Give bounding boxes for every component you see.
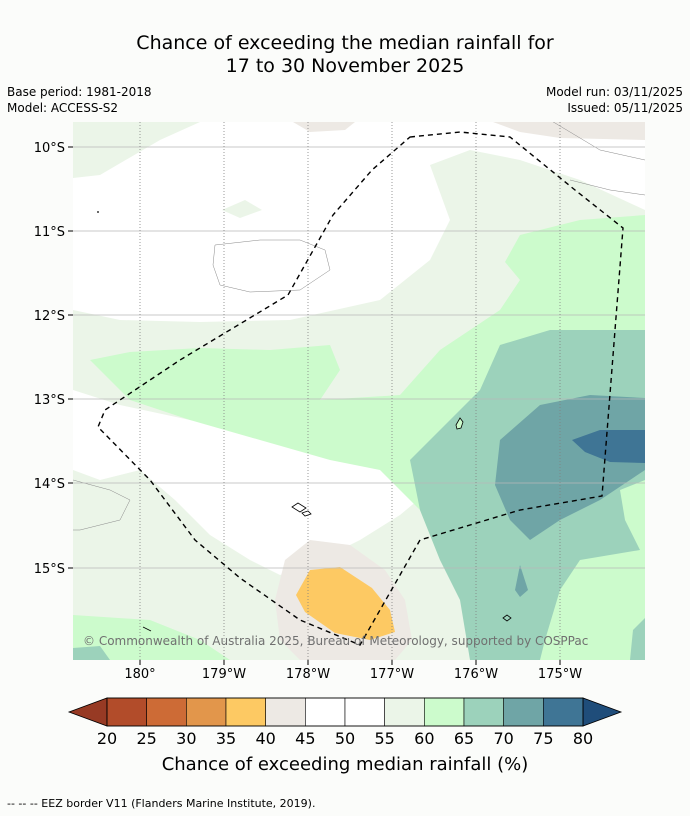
colorbar-cell: [543, 697, 584, 727]
colorbar-tick-label: 70: [493, 729, 513, 748]
contour-45-50-north: [293, 122, 355, 132]
colorbar-cell: [503, 697, 544, 727]
lon-label: 179°W: [202, 667, 246, 682]
map-title-line1: Chance of exceeding the median rainfall …: [136, 32, 554, 54]
island-north: [455, 417, 464, 430]
lat-label: 12°S: [34, 309, 65, 324]
contour-45-50-northeast: [493, 122, 645, 140]
lat-label: 14°S: [34, 477, 65, 492]
model-text: Model: ACCESS-S2: [7, 101, 119, 115]
colorbar-tick-label: 20: [97, 729, 117, 748]
axis-ticks: [68, 146, 561, 665]
island-south: [502, 614, 512, 622]
latitude-lines: [73, 146, 645, 569]
colorbar-cell: [265, 697, 306, 727]
eez-legend-note: -- -- -- EEZ border V11 (Flanders Marine…: [7, 797, 316, 810]
island-dot: [97, 211, 99, 213]
colorbar-cell: [305, 697, 346, 727]
contour-lines: [73, 122, 645, 531]
colorbar-cell: [463, 697, 504, 727]
colorbar-tick-label: 35: [216, 729, 236, 748]
base-period-text: Base period: 1981-2018: [7, 85, 152, 99]
lon-label: 180°: [124, 667, 155, 682]
contour-55-60-patch: [222, 200, 262, 218]
colorbar-cell: [424, 697, 465, 727]
lon-label: 178°W: [286, 667, 330, 682]
colorbar-tick-label: 25: [136, 729, 156, 748]
colorbar-low-extension: [67, 697, 108, 727]
colorbar: 20 25 30 35 40 45 50 55 60 65 70 75 80 Chance of exc…: [67, 697, 623, 775]
issued-text: Issued: 05/11/2025: [567, 101, 683, 115]
colorbar-cell: [344, 697, 385, 727]
contour-35-40: [296, 567, 395, 640]
colorbar-cell: [225, 697, 266, 727]
colorbar-cell: [106, 697, 147, 727]
colorbar-tick-label: 60: [414, 729, 434, 748]
colorbar-tick-label: 80: [573, 729, 593, 748]
colorbar-label: Chance of exceeding median rainfall (%): [162, 754, 529, 775]
contour-75-80: [572, 430, 645, 463]
colorbar-tick-label: 55: [374, 729, 394, 748]
contour-65-70-corner: [73, 646, 110, 660]
colorbar-cell: [384, 697, 425, 727]
island-west: [291, 502, 307, 513]
contour-60-65-corner: [73, 615, 230, 660]
colorbar-cell: [146, 697, 187, 727]
colorbar-high-extension: [582, 697, 623, 727]
lat-label: 13°S: [34, 393, 65, 408]
map-panel: [73, 122, 645, 660]
island-west-small: [301, 510, 312, 517]
colorbar-frame: [106, 697, 584, 727]
lat-label: 10°S: [34, 141, 65, 156]
colorbar-tick-label: 45: [295, 729, 315, 748]
colorbar-tick-label: 30: [176, 729, 196, 748]
lat-label: 11°S: [34, 225, 65, 240]
colorbar-cell: [186, 697, 227, 727]
lon-label: 175°W: [538, 667, 582, 682]
colorbar-tick-label: 75: [533, 729, 553, 748]
model-run-text: Model run: 03/11/2025: [545, 85, 683, 99]
lon-label: 177°W: [370, 667, 414, 682]
copyright-text: © Commonwealth of Australia 2025, Bureau…: [83, 634, 588, 648]
lat-label: 15°S: [34, 562, 65, 577]
island-southwest: [142, 626, 152, 632]
lon-label: 176°W: [454, 667, 498, 682]
colorbar-tick-label: 40: [255, 729, 275, 748]
map-title-line2: 17 to 30 November 2025: [225, 55, 465, 77]
contour-70-75-small: [515, 565, 528, 597]
colorbar-tick-label: 65: [454, 729, 474, 748]
contour-65-70-edge: [630, 618, 645, 660]
colorbar-tick-label: 50: [335, 729, 355, 748]
